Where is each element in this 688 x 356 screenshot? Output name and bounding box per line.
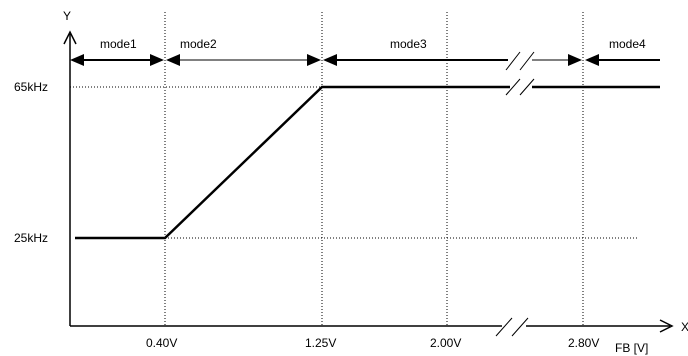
mode2-arrowhead-right <box>307 54 321 66</box>
curve-break-mark <box>519 78 535 96</box>
x-tick-label-2.80V: 2.80V <box>568 336 599 350</box>
mode2-label: mode2 <box>180 37 217 51</box>
vertical-guides <box>164 12 584 326</box>
x-axis-arrowhead <box>659 319 674 333</box>
mode1-label: mode1 <box>100 37 137 51</box>
mode3-label: mode3 <box>390 37 427 51</box>
mode4-arrowhead-left <box>585 54 599 66</box>
arrow-break-mark <box>519 51 535 71</box>
x-axis-break-gap <box>502 320 526 332</box>
horizontal-guides <box>70 86 638 239</box>
x-axis-break-mark <box>511 317 529 337</box>
mode-arrows <box>70 54 660 66</box>
mode3-arrowhead-left <box>323 54 337 66</box>
y-axis-arrowhead <box>63 30 77 45</box>
break-marks <box>505 51 535 96</box>
characteristic-curve <box>75 85 660 240</box>
x-axis-arrow-label: X <box>681 320 688 334</box>
arrow-break-mark <box>505 51 521 71</box>
mode4-label: mode4 <box>609 37 646 51</box>
mode3-arrowhead-right <box>568 54 582 66</box>
mode2-arrowhead-left <box>166 54 180 66</box>
x-axis-break-mark <box>495 317 513 337</box>
x-axis-label: FB [V] <box>615 341 648 355</box>
axes <box>63 30 674 337</box>
curve-segment <box>75 85 510 240</box>
x-tick-label-0.40V: 0.40V <box>146 336 177 350</box>
y-axis-label: Y <box>63 9 71 23</box>
x-tick-label-2.00V: 2.00V <box>430 336 461 350</box>
x-tick-label-1.25V: 1.25V <box>305 336 336 350</box>
y-tick-label-65kHz: 65kHz <box>14 80 48 94</box>
y-tick-label-25kHz: 25kHz <box>14 231 48 245</box>
mode1-arrowhead-right <box>150 54 164 66</box>
curve-break-mark <box>505 78 521 96</box>
mode1-arrowhead-left <box>70 54 84 66</box>
